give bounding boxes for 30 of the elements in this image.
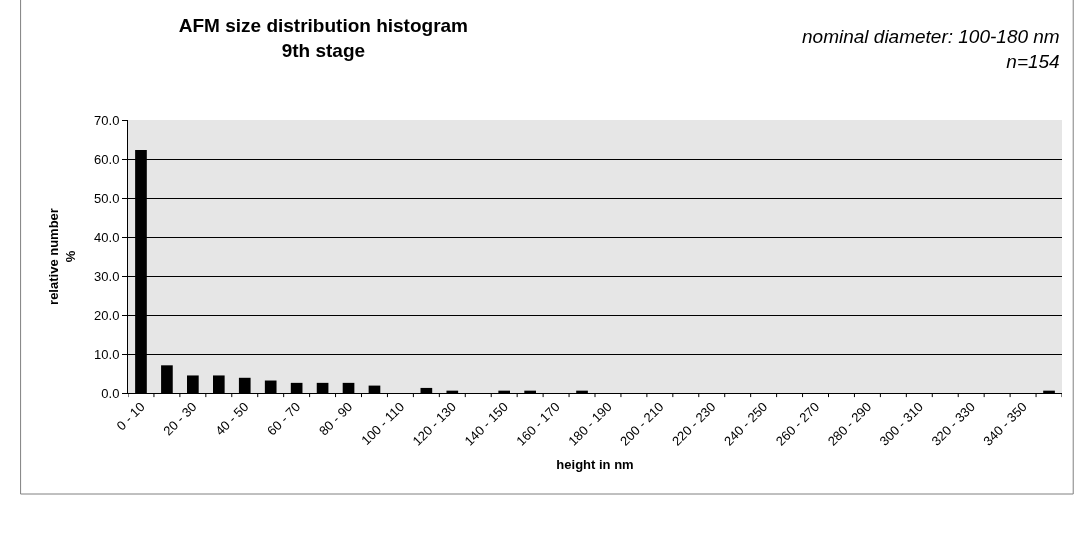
chart-title: AFM size distribution histogram 9th stage <box>178 15 469 61</box>
x-tick-label: 180 - 190 <box>565 399 615 449</box>
y-tick-label: 20.0 <box>94 307 120 323</box>
y-tick-label: 70.0 <box>94 112 120 128</box>
y-axis-title: relative number % <box>46 208 79 305</box>
x-tick-label: 0 - 10 <box>113 399 148 434</box>
y-tick-label: 60.0 <box>94 151 120 167</box>
x-axis-title: height in nm <box>556 457 634 473</box>
x-tick-label: 40 - 50 <box>212 399 252 439</box>
x-tick-label: 220 - 230 <box>669 399 719 449</box>
x-tick-label: 60 - 70 <box>264 399 304 439</box>
y-tick-label: 10.0 <box>94 346 120 362</box>
x-tick-label: 100 - 110 <box>358 399 408 448</box>
y-tick-label: 40.0 <box>94 229 120 245</box>
x-tick-label: 140 - 150 <box>461 399 511 449</box>
y-tick-label: 0.0 <box>101 385 120 401</box>
x-tick-label: 200 - 210 <box>617 399 667 449</box>
text: nominal diameter: 100-180 nm n=154 <box>802 26 1060 72</box>
x-tick-label: 120 - 130 <box>409 399 460 449</box>
y-tick-label: 30.0 <box>94 268 120 284</box>
x-tick-label: 320 - 330 <box>928 399 978 449</box>
x-tick-label: 280 - 290 <box>824 399 875 449</box>
x-tick-label: 340 - 350 <box>980 399 1030 449</box>
x-tick-label: 20 - 30 <box>160 399 200 439</box>
x-tick-label: 300 - 310 <box>876 399 927 449</box>
x-tick-label: 260 - 270 <box>772 399 823 449</box>
y-tick-label: 50.0 <box>94 190 120 206</box>
x-tick-label: 160 - 170 <box>513 399 563 449</box>
x-tick-label: 80 - 90 <box>316 399 356 439</box>
x-tick-label: 240 - 250 <box>720 399 771 449</box>
